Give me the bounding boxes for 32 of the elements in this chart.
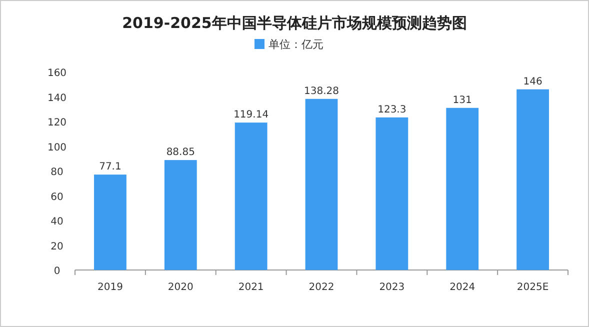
x-tick-label: 2021 xyxy=(238,282,264,293)
data-label: 88.85 xyxy=(166,147,195,158)
bar xyxy=(94,174,126,270)
y-tick-label: 60 xyxy=(50,192,64,203)
x-tick-label: 2020 xyxy=(168,282,194,293)
x-tick-label: 2023 xyxy=(379,282,405,293)
legend-label: 单位：亿元 xyxy=(268,38,324,51)
y-tick-label: 100 xyxy=(47,142,67,154)
x-tick-label: 2022 xyxy=(308,282,334,293)
y-tick-label: 120 xyxy=(47,118,67,128)
bar xyxy=(376,117,408,270)
x-tick-label: 2019 xyxy=(97,282,123,293)
data-label: 119.14 xyxy=(234,110,269,121)
x-tick-label: 2025E xyxy=(516,282,549,293)
x-tick-label: 2024 xyxy=(450,282,476,293)
chart-title: 2019-2025年中国半导体硅片市场规模预测趋势图 xyxy=(122,14,467,32)
bar xyxy=(164,160,197,270)
bar xyxy=(516,89,549,270)
y-tick-label: 40 xyxy=(50,216,64,228)
data-label: 146 xyxy=(523,76,542,88)
data-label: 131 xyxy=(452,94,472,106)
y-tick-label: 0 xyxy=(54,266,60,277)
y-tick-label: 20 xyxy=(50,241,64,252)
data-label: 138.28 xyxy=(304,86,339,97)
bar xyxy=(305,98,338,270)
y-tick-label: 80 xyxy=(50,167,64,178)
data-label: 77.1 xyxy=(99,162,122,173)
y-tick-label: 160 xyxy=(47,68,67,79)
y-tick-label: 140 xyxy=(47,92,67,104)
bar xyxy=(234,122,268,270)
data-label: 123.3 xyxy=(378,104,406,116)
bar xyxy=(446,108,479,270)
